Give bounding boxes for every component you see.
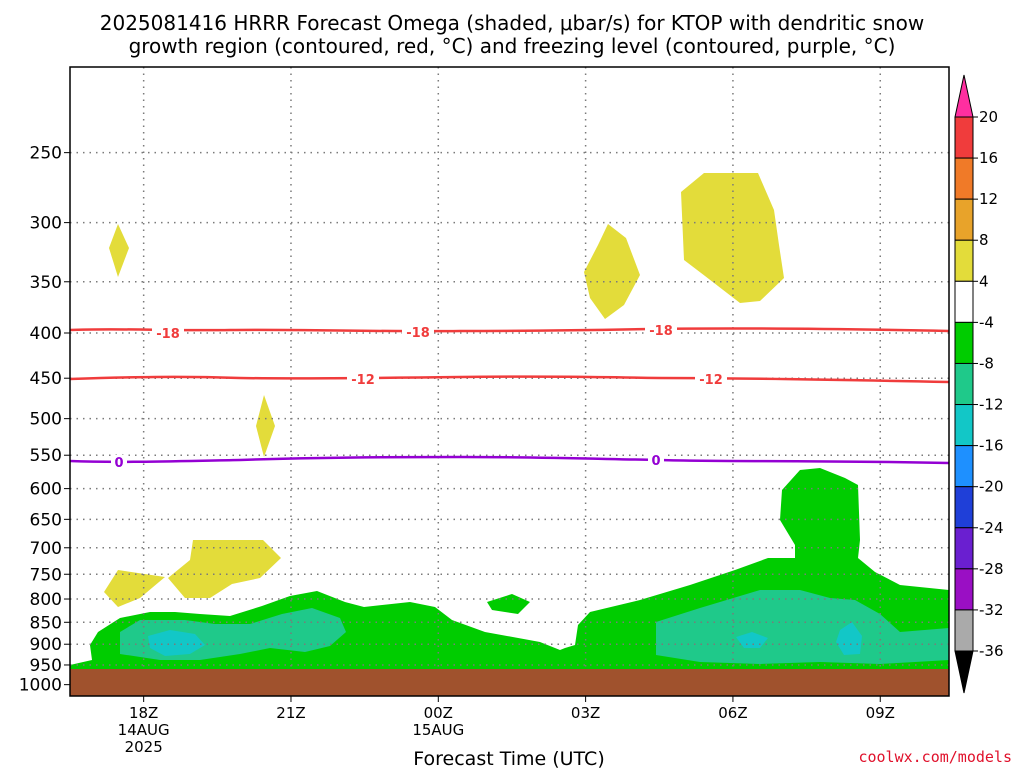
omega-blob	[681, 173, 784, 303]
x-tick-label: 18Z	[129, 704, 158, 722]
colorbar-tick-label: -8	[979, 354, 994, 372]
y-tick-label: 450	[30, 369, 62, 389]
colorbar-tick-label: 8	[979, 231, 989, 249]
x-tick-year: 2025	[125, 738, 163, 756]
y-tick-label: 600	[30, 480, 62, 500]
contour-minus-18	[70, 327, 949, 333]
y-tick-label: 500	[30, 410, 62, 430]
omega-blob	[168, 540, 281, 598]
x-tick-date: 15AUG	[412, 721, 464, 739]
contour-label: 0	[114, 456, 123, 471]
omega-blob	[584, 224, 640, 319]
colorbar-segment	[954, 486, 974, 529]
ground-below-surface	[70, 669, 949, 696]
colorbar-tick-label: 16	[979, 149, 998, 167]
y-tick-label: 950	[30, 656, 62, 676]
colorbar-tick-label: -16	[979, 437, 1004, 455]
colorbar-tick-label: -36	[979, 642, 1004, 660]
colorbar-tick-label: -12	[979, 396, 1004, 414]
colorbar: 20 16 12 8 4 -4 -8 -12 -16 -20 -24 -28 -32 -36	[954, 74, 1004, 694]
colorbar-segment	[954, 527, 974, 570]
x-tick-label: 00Z	[424, 704, 453, 722]
y-tick-label: 650	[30, 510, 62, 530]
y-tick-label: 900	[30, 635, 62, 655]
colorbar-segment	[954, 362, 974, 406]
omega-blob	[256, 395, 275, 457]
chart-title-line-2: growth region (contoured, red, °C) and f…	[129, 34, 896, 58]
x-axis-title: Forecast Time (UTC)	[413, 748, 604, 768]
omega-cyan-region	[148, 630, 205, 656]
x-tick-label: 09Z	[866, 704, 895, 722]
colorbar-tick-label: 12	[979, 190, 998, 208]
grid-lines	[70, 67, 949, 696]
contour-labels: -18 -18 -18 -12 -12 0 0	[111, 323, 727, 471]
colorbar-segment	[954, 404, 974, 447]
colorbar-top-arrow	[954, 74, 974, 118]
x-tick-date: 14AUG	[118, 721, 170, 739]
omega-positive-regions	[104, 173, 784, 607]
colorbar-tick-label: -4	[979, 313, 994, 331]
y-tick-label: 700	[30, 539, 62, 559]
colorbar-tick-label: -28	[979, 560, 1004, 578]
colorbar-tick-label: -32	[979, 601, 1004, 619]
x-tick-label: 03Z	[571, 704, 600, 722]
colorbar-segment	[954, 239, 974, 282]
omega-blob	[104, 570, 165, 607]
colorbar-segment	[954, 198, 974, 241]
credit-text: coolwx.com/models	[858, 748, 1012, 766]
chart-title-line-1: 2025081416 HRRR Forecast Omega (shaded, …	[100, 11, 924, 35]
colorbar-segment	[954, 321, 974, 364]
plot-border	[69, 66, 950, 697]
colorbar-tick-label: -24	[979, 519, 1004, 537]
x-tick-label: 06Z	[718, 704, 747, 722]
y-tick-label: 350	[30, 273, 62, 293]
contour-label: -12	[351, 373, 375, 388]
contour-minus-12	[70, 375, 949, 384]
omega-blob	[109, 224, 129, 277]
omega-teal-region	[656, 590, 949, 664]
x-tick-label: 21Z	[276, 704, 305, 722]
y-tick-label: 300	[30, 214, 62, 234]
colorbar-bottom-arrow	[954, 650, 974, 694]
y-tick-label: 400	[30, 324, 62, 344]
y-tick-label: 850	[30, 613, 62, 633]
y-tick-label: 550	[30, 446, 62, 466]
contour-label: -18	[406, 326, 430, 341]
colorbar-segment	[954, 568, 974, 611]
y-axis: 2503003504004505005506006507007508008509…	[19, 144, 70, 696]
colorbar-tick-label: 20	[979, 108, 998, 126]
omega-negative-regions	[70, 468, 949, 696]
colorbar-tick-label: -20	[979, 478, 1004, 496]
contour-zero	[70, 455, 949, 465]
colorbar-segment	[954, 116, 974, 159]
colorbar-segment	[954, 445, 974, 488]
colorbar-segment	[954, 157, 974, 200]
y-tick-label: 800	[30, 590, 62, 610]
y-tick-label: 750	[30, 565, 62, 585]
colorbar-segment	[954, 609, 974, 652]
y-tick-label: 1000	[19, 676, 62, 696]
contour-label: -12	[699, 373, 723, 388]
omega-cyan-region	[836, 622, 862, 655]
contour-label: 0	[651, 454, 660, 469]
colorbar-tick-label: 4	[979, 272, 989, 290]
contour-label: -18	[156, 327, 180, 342]
y-tick-label: 250	[30, 144, 62, 164]
colorbar-segment	[954, 280, 974, 323]
contour-label: -18	[649, 324, 673, 339]
plot-area: -18 -18 -18 -12 -12 0 0	[70, 67, 949, 696]
contour-lines	[70, 327, 949, 465]
